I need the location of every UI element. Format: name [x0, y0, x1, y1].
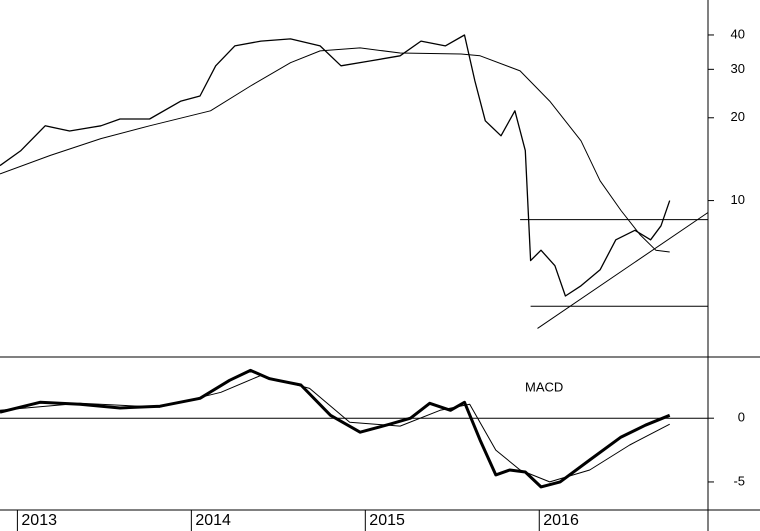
x-tick-label: 2016 [543, 512, 579, 529]
y-tick-label: 20 [731, 109, 745, 124]
series-line [0, 374, 670, 483]
series-line [0, 34, 671, 297]
x-tick-label: 2015 [369, 512, 405, 529]
panel-label: MACD [525, 379, 563, 394]
x-tick-label: 2013 [21, 512, 57, 529]
series-line [537, 212, 709, 329]
y-tick-label: 10 [731, 192, 745, 207]
x-tick-label: 2014 [195, 512, 231, 529]
y-tick-label: 40 [731, 26, 745, 41]
y-tick-label: 0 [738, 410, 745, 425]
series-line [0, 47, 670, 253]
y-tick-label: -5 [733, 473, 745, 488]
y-tick-label: 30 [731, 61, 745, 76]
